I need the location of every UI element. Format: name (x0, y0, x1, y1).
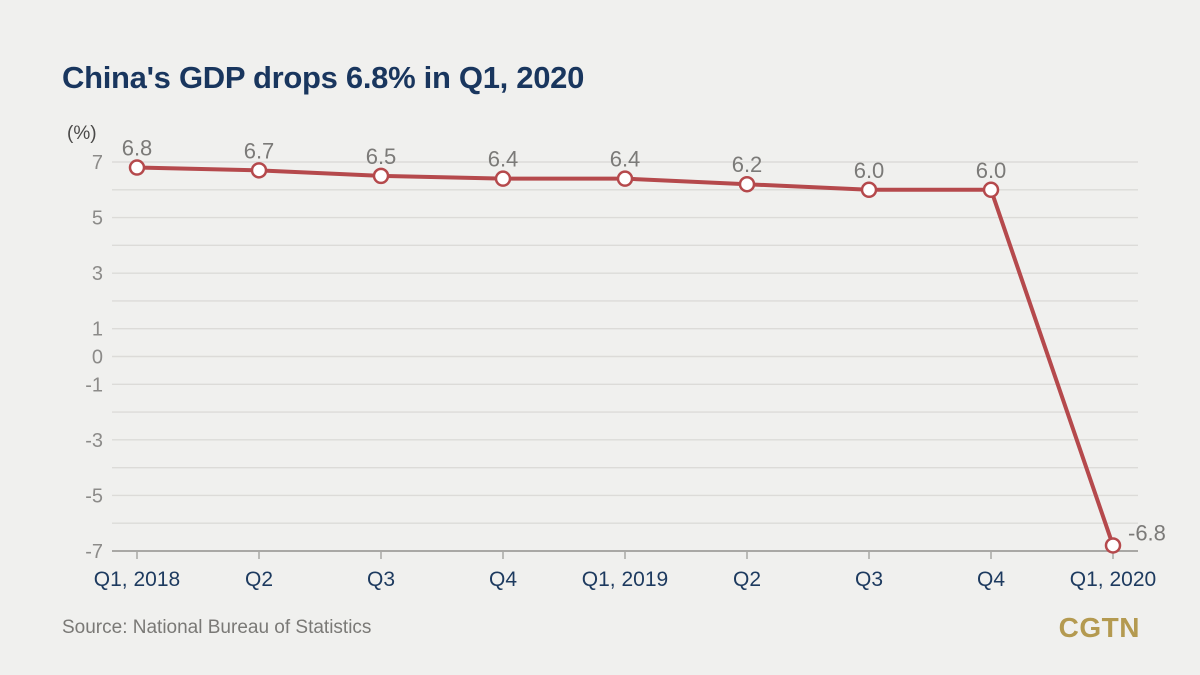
y-tick-label: 7 (92, 152, 103, 174)
cgtn-logo: CGTN (1058, 612, 1140, 643)
x-tick-label: Q1, 2019 (582, 568, 668, 591)
data-point-label: 6.0 (854, 158, 885, 183)
x-tick-label: Q2 (733, 568, 761, 591)
data-point (738, 175, 756, 193)
data-point (616, 170, 634, 187)
y-tick-label: 1 (92, 319, 103, 341)
x-tick-label: Q1, 2018 (94, 568, 180, 591)
y-tick-label: -5 (85, 485, 103, 507)
y-tick-label: 0 (92, 347, 103, 369)
x-tick-label: Q2 (245, 568, 273, 591)
x-tick-label: Q3 (855, 568, 883, 591)
page-title: China's GDP drops 6.8% in Q1, 2020 (62, 60, 585, 95)
x-tick-label: Q3 (367, 568, 395, 591)
y-tick-label: 5 (92, 208, 103, 230)
data-point (982, 181, 1000, 199)
data-point-label: 6.4 (488, 147, 519, 172)
data-point-label: -6.8 (1128, 520, 1166, 545)
y-tick-label: -1 (85, 374, 103, 396)
y-tick-label: -3 (85, 430, 103, 452)
data-point-label: 6.0 (976, 158, 1007, 183)
data-point-label: 6.4 (610, 147, 641, 172)
x-tick-label: Q4 (489, 568, 517, 591)
data-point-label: 6.8 (122, 136, 153, 161)
data-point (494, 170, 512, 187)
data-point (1104, 537, 1122, 554)
data-point (250, 162, 268, 179)
data-point-label: 6.2 (732, 152, 763, 177)
data-point (128, 159, 146, 176)
data-point (860, 181, 878, 199)
y-axis-unit-label: (%) (67, 123, 97, 144)
data-point-label: 6.5 (366, 144, 397, 169)
source-note: Source: National Bureau of Statistics (62, 617, 372, 638)
y-tick-label: 3 (92, 263, 103, 285)
x-tick-label: Q1, 2020 (1070, 568, 1156, 591)
x-tick-label: Q4 (977, 568, 1005, 591)
y-tick-label: -7 (85, 541, 103, 563)
data-point (372, 167, 390, 185)
data-point-label: 6.7 (244, 138, 275, 163)
